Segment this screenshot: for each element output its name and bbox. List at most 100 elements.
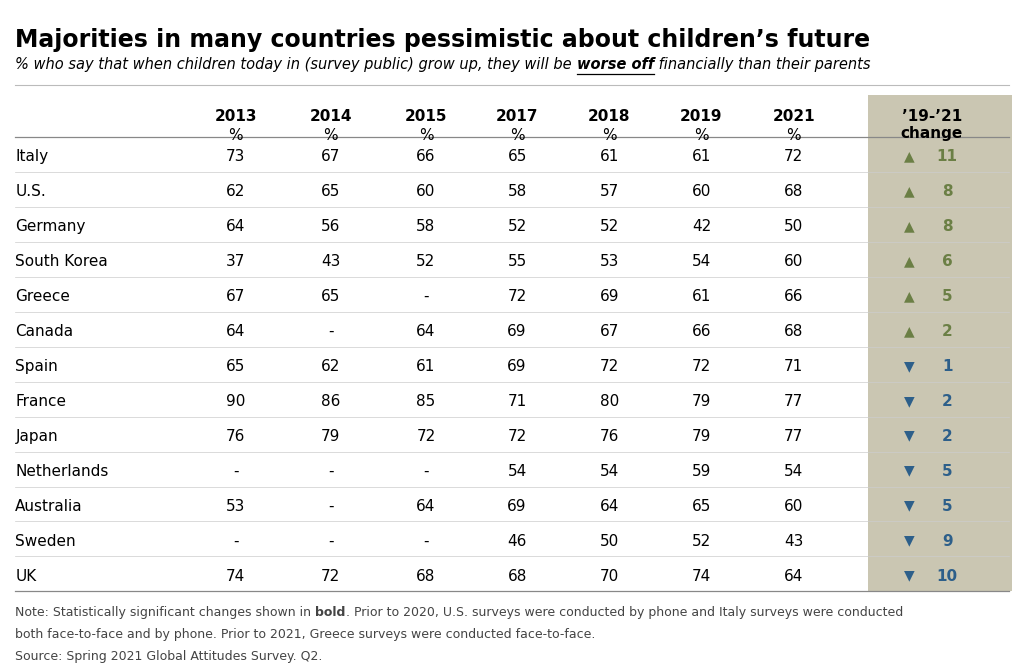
Text: 60: 60 — [417, 184, 435, 199]
Text: 73: 73 — [226, 149, 245, 164]
Text: 62: 62 — [322, 359, 340, 374]
Text: 64: 64 — [600, 499, 618, 513]
Text: 77: 77 — [784, 394, 803, 409]
Text: ▼: ▼ — [904, 534, 914, 548]
Text: 2017: 2017 — [496, 109, 539, 124]
Text: 67: 67 — [226, 289, 245, 304]
Text: -: - — [232, 534, 239, 548]
Text: ▲: ▲ — [904, 184, 914, 198]
Text: 80: 80 — [600, 394, 618, 409]
Text: 1: 1 — [942, 359, 952, 374]
Text: 68: 68 — [784, 324, 803, 339]
Text: 65: 65 — [322, 289, 340, 304]
Text: 2: 2 — [942, 394, 952, 409]
Text: both face-to-face and by phone. Prior to 2021, Greece surveys were conducted fac: both face-to-face and by phone. Prior to… — [15, 628, 596, 641]
Text: U.S.: U.S. — [15, 184, 46, 199]
Text: Germany: Germany — [15, 219, 86, 234]
Text: 54: 54 — [692, 254, 711, 269]
Text: ▲: ▲ — [904, 149, 914, 163]
Text: ▲: ▲ — [904, 219, 914, 233]
Text: 79: 79 — [692, 429, 711, 444]
Text: 65: 65 — [322, 184, 340, 199]
Text: -: - — [328, 534, 334, 548]
Text: 2: 2 — [942, 429, 952, 444]
Text: -: - — [232, 464, 239, 478]
Text: ▼: ▼ — [904, 359, 914, 373]
Text: Sweden: Sweden — [15, 534, 76, 548]
Text: 60: 60 — [692, 184, 711, 199]
Text: 58: 58 — [508, 184, 526, 199]
Text: 86: 86 — [322, 394, 340, 409]
Text: worse off: worse off — [577, 57, 654, 72]
Text: 72: 72 — [322, 569, 340, 583]
Text: ▼: ▼ — [904, 394, 914, 408]
Text: ▼: ▼ — [904, 569, 914, 583]
Text: 8: 8 — [942, 219, 952, 234]
Text: 71: 71 — [508, 394, 526, 409]
Text: ▼: ▼ — [904, 429, 914, 443]
Text: %: % — [786, 128, 801, 142]
Text: 70: 70 — [600, 569, 618, 583]
Text: Netherlands: Netherlands — [15, 464, 109, 478]
Text: financially than their parents: financially than their parents — [654, 57, 870, 72]
Text: 64: 64 — [417, 499, 435, 513]
Text: . Prior to 2020, U.S. surveys were conducted by phone and Italy surveys were con: . Prior to 2020, U.S. surveys were condu… — [346, 606, 903, 619]
Text: 68: 68 — [417, 569, 435, 583]
Text: Italy: Italy — [15, 149, 48, 164]
Text: 69: 69 — [599, 289, 620, 304]
Text: 64: 64 — [226, 324, 245, 339]
Text: 5: 5 — [942, 464, 952, 478]
Text: 72: 72 — [508, 289, 526, 304]
Text: % who say that when children today in (survey public) grow up, they will be: % who say that when children today in (s… — [15, 57, 577, 72]
Text: Spain: Spain — [15, 359, 58, 374]
Text: -: - — [423, 289, 429, 304]
Text: %: % — [694, 128, 709, 142]
Text: ▼: ▼ — [904, 499, 914, 513]
Text: 2: 2 — [942, 324, 952, 339]
Text: ▲: ▲ — [904, 254, 914, 268]
Text: -: - — [328, 464, 334, 478]
Text: 68: 68 — [784, 184, 803, 199]
Text: 55: 55 — [508, 254, 526, 269]
Text: 64: 64 — [226, 219, 245, 234]
Text: 60: 60 — [784, 254, 803, 269]
Text: 67: 67 — [322, 149, 340, 164]
Text: 66: 66 — [416, 149, 436, 164]
Text: 52: 52 — [600, 219, 618, 234]
Text: 76: 76 — [226, 429, 245, 444]
Text: 59: 59 — [692, 464, 711, 478]
Text: 71: 71 — [784, 359, 803, 374]
Text: 64: 64 — [784, 569, 803, 583]
Text: 69: 69 — [507, 359, 527, 374]
Text: 42: 42 — [692, 219, 711, 234]
Text: 50: 50 — [784, 219, 803, 234]
Text: 9: 9 — [942, 534, 952, 548]
Text: ’19-’21
change: ’19-’21 change — [901, 109, 963, 141]
Text: 76: 76 — [600, 429, 618, 444]
Text: 2013: 2013 — [214, 109, 257, 124]
Text: -: - — [423, 464, 429, 478]
Text: 77: 77 — [784, 429, 803, 444]
Text: 69: 69 — [507, 324, 527, 339]
Text: 52: 52 — [692, 534, 711, 548]
Text: 62: 62 — [226, 184, 245, 199]
Text: ▲: ▲ — [904, 289, 914, 303]
Text: %: % — [510, 128, 524, 142]
Text: 67: 67 — [600, 324, 618, 339]
Text: Note: Statistically significant changes shown in: Note: Statistically significant changes … — [15, 606, 315, 619]
Text: bold: bold — [315, 606, 346, 619]
Text: 65: 65 — [508, 149, 526, 164]
Text: 8: 8 — [942, 184, 952, 199]
Text: 90: 90 — [226, 394, 245, 409]
Text: 54: 54 — [508, 464, 526, 478]
Text: 68: 68 — [508, 569, 526, 583]
Text: Majorities in many countries pessimistic about children’s future: Majorities in many countries pessimistic… — [15, 28, 870, 52]
Text: -: - — [328, 324, 334, 339]
Text: 46: 46 — [508, 534, 526, 548]
Text: 61: 61 — [692, 149, 711, 164]
Text: 65: 65 — [226, 359, 245, 374]
Text: 65: 65 — [692, 499, 711, 513]
Text: ▼: ▼ — [904, 464, 914, 478]
Text: Japan: Japan — [15, 429, 58, 444]
Text: 72: 72 — [417, 429, 435, 444]
